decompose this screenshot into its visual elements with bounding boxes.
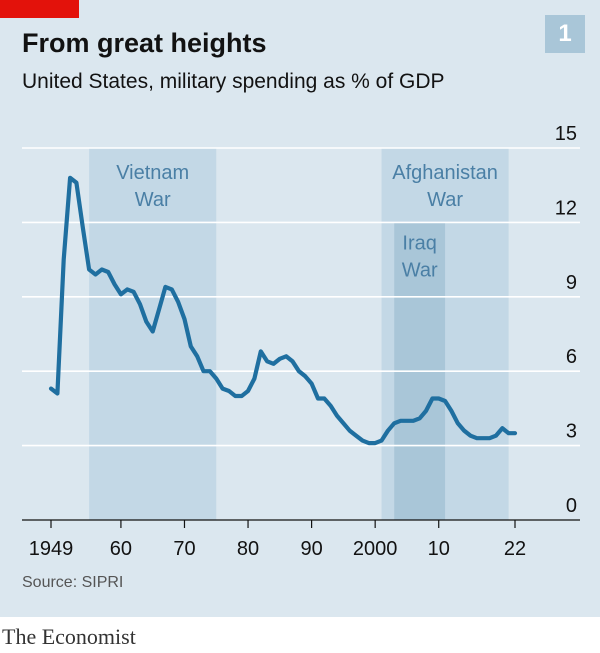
brand-red-tab — [0, 0, 79, 18]
chart-subtitle: United States, military spending as % of… — [22, 70, 445, 93]
source-note: Source: SIPRI — [22, 574, 124, 591]
x-tick-label-2010: 10 — [428, 538, 450, 560]
war-band-labels: Vietnam War Afghanistan War Iraq War — [116, 162, 498, 281]
band-label-afghanistan-war-0: Afghanistan — [392, 162, 498, 184]
y-axis-ticks: 0 3 6 9 12 15 — [555, 123, 577, 517]
y-tick-label-9: 9 — [566, 272, 577, 294]
gridlines — [22, 147, 580, 521]
y-tick-label-3: 3 — [566, 421, 577, 443]
x-tick-label-1970: 70 — [173, 538, 195, 560]
band-vietnam-war — [89, 148, 217, 520]
band-label-vietnam-war-0: Vietnam — [116, 162, 189, 184]
y-tick-label-0: 0 — [566, 495, 577, 517]
x-tick-label-1980: 80 — [237, 538, 259, 560]
band-label-afghanistan-war-1: War — [427, 189, 463, 211]
band-label-iraq-war-0: Iraq — [402, 232, 436, 254]
chart-title: From great heights — [22, 28, 267, 58]
series-line-military-spending — [48, 175, 518, 446]
x-tick-label-1960: 60 — [110, 538, 132, 560]
band-label-vietnam-war-1: War — [135, 189, 171, 211]
band-label-iraq-war-1: War — [402, 259, 438, 281]
y-tick-label-12: 12 — [555, 197, 577, 219]
x-tick-label-2000: 2000 — [353, 538, 398, 560]
x-axis: 1949 60 70 80 90 2000 10 22 — [29, 520, 526, 560]
x-tick-label-2022: 22 — [504, 538, 526, 560]
x-tick-label-1990: 90 — [300, 538, 322, 560]
y-tick-label-6: 6 — [566, 346, 577, 368]
series-layer — [48, 175, 518, 446]
war-bands — [89, 148, 509, 520]
chart-number-badge: 1 — [545, 15, 585, 53]
x-tick-label-1949: 1949 — [29, 538, 74, 560]
y-tick-label-15: 15 — [555, 123, 577, 145]
publisher-logo: The Economist — [2, 624, 136, 649]
